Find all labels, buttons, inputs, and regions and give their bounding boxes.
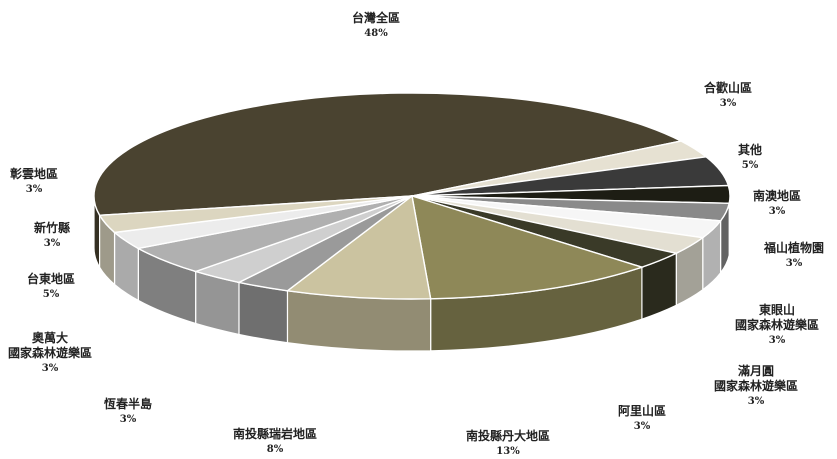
slice-percent: 5% (742, 160, 759, 171)
slice-label-text: 南投縣丹大地區 (466, 428, 550, 443)
slice-percent: 5% (43, 289, 60, 300)
slice-percent: 3% (634, 421, 651, 432)
slice-label-text: 東眼山 (759, 302, 795, 317)
slice-label-text: 南澳地區 (753, 188, 801, 203)
slice-percent: 3% (748, 396, 765, 407)
slice-percent: 3% (42, 363, 59, 374)
slice-percent: 3% (44, 238, 61, 249)
slice-label-text: 國家森林遊樂區 (8, 345, 92, 360)
slice-label-2: 其他 5% (738, 142, 762, 171)
slice-label-4: 福山植物園 3% (763, 240, 824, 269)
slice-label-text: 滿月圓 (738, 363, 774, 378)
slice-percent: 13% (496, 446, 520, 457)
slice-label-text: 恆春半島 (104, 396, 152, 411)
slice-label-8: 南投縣丹大地區 13% (466, 428, 550, 457)
slice-label-text: 福山植物園 (763, 240, 824, 255)
pie-slice-14 (98, 195, 413, 234)
slice-label-1: 合歡山區 3% (704, 80, 752, 109)
slice-label-text: 彰雲地區 (10, 166, 58, 181)
slice-label-text: 國家森林遊樂區 (714, 378, 798, 393)
slice-label-text: 新竹縣 (34, 220, 70, 235)
slice-label-13: 新竹縣 3% (34, 220, 70, 249)
slice-percent: 3% (26, 184, 43, 195)
slice-label-text: 台東地區 (27, 271, 75, 286)
slice-label-text: 奧萬大 (31, 330, 68, 345)
pie-slice-8 (411, 194, 645, 300)
pie-side-9 (286, 290, 432, 352)
slice-percent: 48% (364, 28, 388, 39)
slice-label-3: 南澳地區 3% (753, 188, 801, 217)
pie-slice-0 (93, 92, 683, 217)
slice-label-7: 阿里山區 3% (618, 403, 666, 432)
slice-label-text: 國家森林遊樂區 (735, 317, 819, 332)
pie-labels: 台灣全區48%合歡山區3%其他5%南澳地區3%福山植物園3%東眼山國家森林遊樂區… (8, 10, 824, 457)
slice-percent: 8% (267, 444, 284, 455)
slice-label-12: 台東地區 5% (27, 271, 75, 300)
slice-percent: 3% (769, 206, 786, 217)
slice-label-text: 台灣全區 (352, 10, 400, 25)
pie-slice-9 (285, 194, 432, 300)
slice-label-text: 其他 (738, 142, 762, 157)
slice-percent: 3% (769, 335, 786, 346)
slice-percent: 3% (720, 98, 737, 109)
slice-percent: 3% (786, 258, 803, 269)
slice-label-10: 恆春半島 3% (104, 396, 152, 425)
pie-side-10 (238, 281, 289, 344)
slice-label-14: 彰雲地區 3% (10, 166, 58, 195)
slice-label-9: 南投縣瑞岩地區 8% (233, 426, 317, 455)
slice-percent: 3% (120, 414, 137, 425)
slice-label-0: 台灣全區 48% (352, 10, 400, 39)
pie-slices (93, 92, 731, 300)
slice-label-text: 阿里山區 (618, 403, 666, 418)
slice-label-text: 合歡山區 (704, 80, 752, 95)
slice-label-text: 南投縣瑞岩地區 (233, 426, 317, 441)
